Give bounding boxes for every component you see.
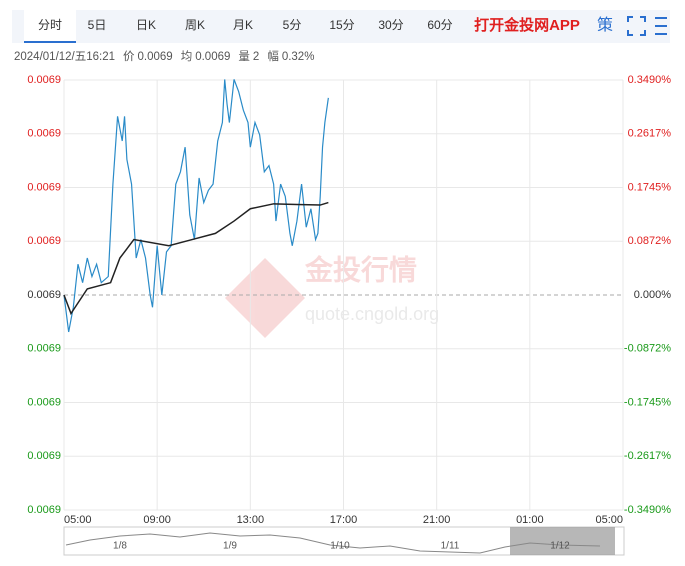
tab[interactable]: 15分 xyxy=(329,18,354,32)
tab-active xyxy=(24,10,76,43)
info-avg: 0.0069 xyxy=(195,51,230,63)
x-tick-label: 05:00 xyxy=(64,514,92,526)
navigator-window[interactable] xyxy=(510,527,615,555)
info-change-label: 幅 xyxy=(267,50,279,63)
strategy-icon[interactable]: 策 xyxy=(597,16,613,34)
watermark-name: 金投行情 xyxy=(304,253,417,285)
info-time: 2024/01/12/五16:21 xyxy=(14,51,115,63)
y-tick-label: 0.1745% xyxy=(628,181,672,193)
y-tick-label: -0.0872% xyxy=(624,343,671,355)
y-left-label: 0.0069 xyxy=(27,504,61,516)
tab[interactable]: 5分 xyxy=(283,18,302,32)
y-left-label: 0.0069 xyxy=(27,343,61,355)
y-tick-label: -0.3490% xyxy=(624,504,671,516)
y-tick-label: 0.2617% xyxy=(628,128,672,140)
navigator-label: 1/9 xyxy=(223,541,237,552)
navigator-line xyxy=(65,532,601,554)
series-line xyxy=(63,201,329,316)
menu-icon[interactable] xyxy=(655,17,667,35)
y-tick-label: 0.000% xyxy=(634,289,672,301)
x-tick-label: 17:00 xyxy=(330,514,358,526)
y-left-label: 0.0069 xyxy=(27,235,61,247)
y-tick-label: 0.0872% xyxy=(628,235,672,247)
x-tick-label: 13:00 xyxy=(237,514,265,526)
tabs: 分时 5日 日K 周K 月K 5分 15分 30分 60分 xyxy=(24,10,453,43)
info-price: 0.0069 xyxy=(138,51,173,63)
watermark: 金投行情 quote.cngold.org xyxy=(225,253,439,338)
x-tick-label: 01:00 xyxy=(516,514,544,526)
tab[interactable]: 月K xyxy=(233,18,253,32)
navigator-label: 1/8 xyxy=(113,541,127,552)
tab[interactable]: 周K xyxy=(185,18,205,32)
tab[interactable]: 分时 xyxy=(38,18,62,32)
tab-bar xyxy=(12,10,670,43)
tab[interactable]: 5日 xyxy=(88,18,107,32)
info-volume-label: 量 xyxy=(238,50,250,63)
info-change: 0.32% xyxy=(282,51,315,63)
app-link[interactable]: 打开金投网APP xyxy=(474,16,580,34)
watermark-logo xyxy=(225,258,305,338)
y-left-label: 0.0069 xyxy=(27,128,61,140)
navigator-label: 1/10 xyxy=(330,541,350,552)
y-left-label: 0.0069 xyxy=(27,74,61,86)
x-tick-label: 09:00 xyxy=(143,514,171,526)
tab[interactable]: 30分 xyxy=(378,18,403,32)
info-bar: 2024/01/12/五16:21 价 0.0069 均 0.0069 量 2 幅 0.32% xyxy=(14,50,314,63)
navigator-label: 1/12 xyxy=(550,541,570,552)
y-left-label: 0.0069 xyxy=(27,396,61,408)
info-avg-label: 均 xyxy=(181,50,193,63)
x-tick-label: 21:00 xyxy=(423,514,451,526)
fullscreen-icon[interactable] xyxy=(627,16,646,36)
tab[interactable]: 60分 xyxy=(427,18,452,32)
x-tick-label: 05:00 xyxy=(595,514,623,526)
y-tick-label: -0.2617% xyxy=(624,450,671,462)
series-line xyxy=(63,79,329,333)
watermark-url: quote.cngold.org xyxy=(305,304,439,324)
info-price-label: 价 xyxy=(123,50,135,63)
y-tick-label: -0.1745% xyxy=(624,396,671,408)
y-left-label: 0.0069 xyxy=(27,181,61,193)
navigator-label: 1/11 xyxy=(441,541,460,552)
y-left-label: 0.0069 xyxy=(27,289,61,301)
tab[interactable]: 日K xyxy=(136,18,156,32)
info-volume: 2 xyxy=(253,51,259,63)
y-tick-label: 0.3490% xyxy=(628,74,672,86)
y-left-label: 0.0069 xyxy=(27,450,61,462)
